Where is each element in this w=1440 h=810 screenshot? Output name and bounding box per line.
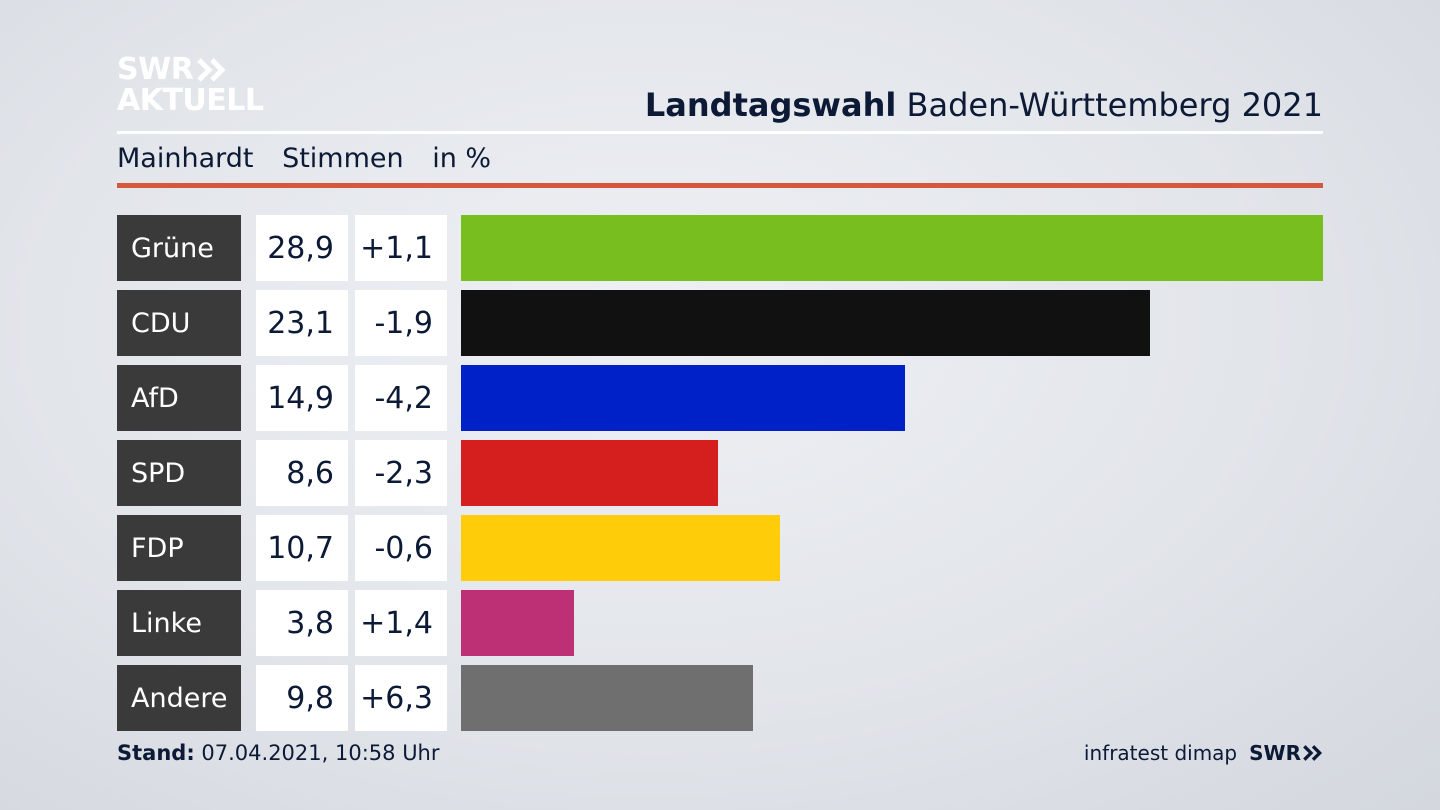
stand-label: Stand: xyxy=(117,741,195,765)
header-divider xyxy=(117,131,1323,134)
source-credit: infratest dimap SWR xyxy=(1084,741,1323,765)
vote-share-bar xyxy=(461,440,718,506)
vote-share-bar xyxy=(461,365,905,431)
timestamp: Stand: 07.04.2021, 10:58 Uhr xyxy=(117,741,440,765)
subtitle-unit: in % xyxy=(432,143,492,174)
change-value: -2,3 xyxy=(355,440,447,506)
vote-share-value: 9,8 xyxy=(256,665,348,731)
chart-row: SPD 8,6 -2,3 xyxy=(117,440,1323,506)
vote-share-value: 3,8 xyxy=(256,590,348,656)
party-label: SPD xyxy=(117,440,241,506)
chart-row: FDP 10,7 -0,6 xyxy=(117,515,1323,581)
page-title: Landtagswahl Baden-Württemberg 2021 xyxy=(645,86,1323,124)
change-value: -0,6 xyxy=(355,515,447,581)
source-label: infratest dimap xyxy=(1083,741,1238,765)
vote-share-value: 10,7 xyxy=(256,515,348,581)
vote-share-bar xyxy=(461,590,574,656)
logo-aktuell-text: AKTUELL xyxy=(117,83,264,118)
title-rest: Baden-Württemberg 2021 xyxy=(906,86,1324,124)
party-label: AfD xyxy=(117,365,241,431)
title-bold: Landtagswahl xyxy=(644,86,897,124)
party-label: Linke xyxy=(117,590,241,656)
change-value: +1,1 xyxy=(355,215,447,281)
subtitle: Mainhardt Stimmen in % xyxy=(117,143,511,174)
chart-row: Linke 3,8 +1,4 xyxy=(117,590,1323,656)
chart-row: AfD 14,9 -4,2 xyxy=(117,365,1323,431)
stand-value: 07.04.2021, 10:58 Uhr xyxy=(201,741,440,765)
change-value: +1,4 xyxy=(355,590,447,656)
change-value: +6,3 xyxy=(355,665,447,731)
chart-row: CDU 23,1 -1,9 xyxy=(117,290,1323,356)
vote-share-value: 8,6 xyxy=(256,440,348,506)
vote-share-value: 23,1 xyxy=(256,290,348,356)
double-chevron-icon xyxy=(197,57,226,82)
chart-row: Grüne 28,9 +1,1 xyxy=(117,215,1323,281)
party-label: Andere xyxy=(117,665,241,731)
change-value: -1,9 xyxy=(355,290,447,356)
double-chevron-icon xyxy=(1303,745,1323,761)
party-label: FDP xyxy=(117,515,241,581)
results-bar-chart: Grüne 28,9 +1,1 CDU 23,1 -1,9 AfD 14,9 -4,2 SPD 8,… xyxy=(117,215,1323,732)
swr-aktuell-logo: SWR AKTUELL xyxy=(117,54,264,116)
swr-footer-text: SWR xyxy=(1249,741,1301,765)
vote-share-bar xyxy=(461,665,753,731)
swr-footer-logo: SWR xyxy=(1249,741,1323,765)
subtitle-place: Mainhardt xyxy=(117,143,254,174)
accent-divider xyxy=(117,183,1323,188)
party-label: Grüne xyxy=(117,215,241,281)
vote-share-bar xyxy=(461,515,780,581)
vote-share-bar xyxy=(461,215,1323,281)
vote-share-bar xyxy=(461,290,1150,356)
party-label: CDU xyxy=(117,290,241,356)
change-value: -4,2 xyxy=(355,365,447,431)
subtitle-measure: Stimmen xyxy=(282,143,404,174)
vote-share-value: 28,9 xyxy=(256,215,348,281)
chart-row: Andere 9,8 +6,3 xyxy=(117,665,1323,731)
logo-swr-text: SWR xyxy=(117,52,194,87)
vote-share-value: 14,9 xyxy=(256,365,348,431)
